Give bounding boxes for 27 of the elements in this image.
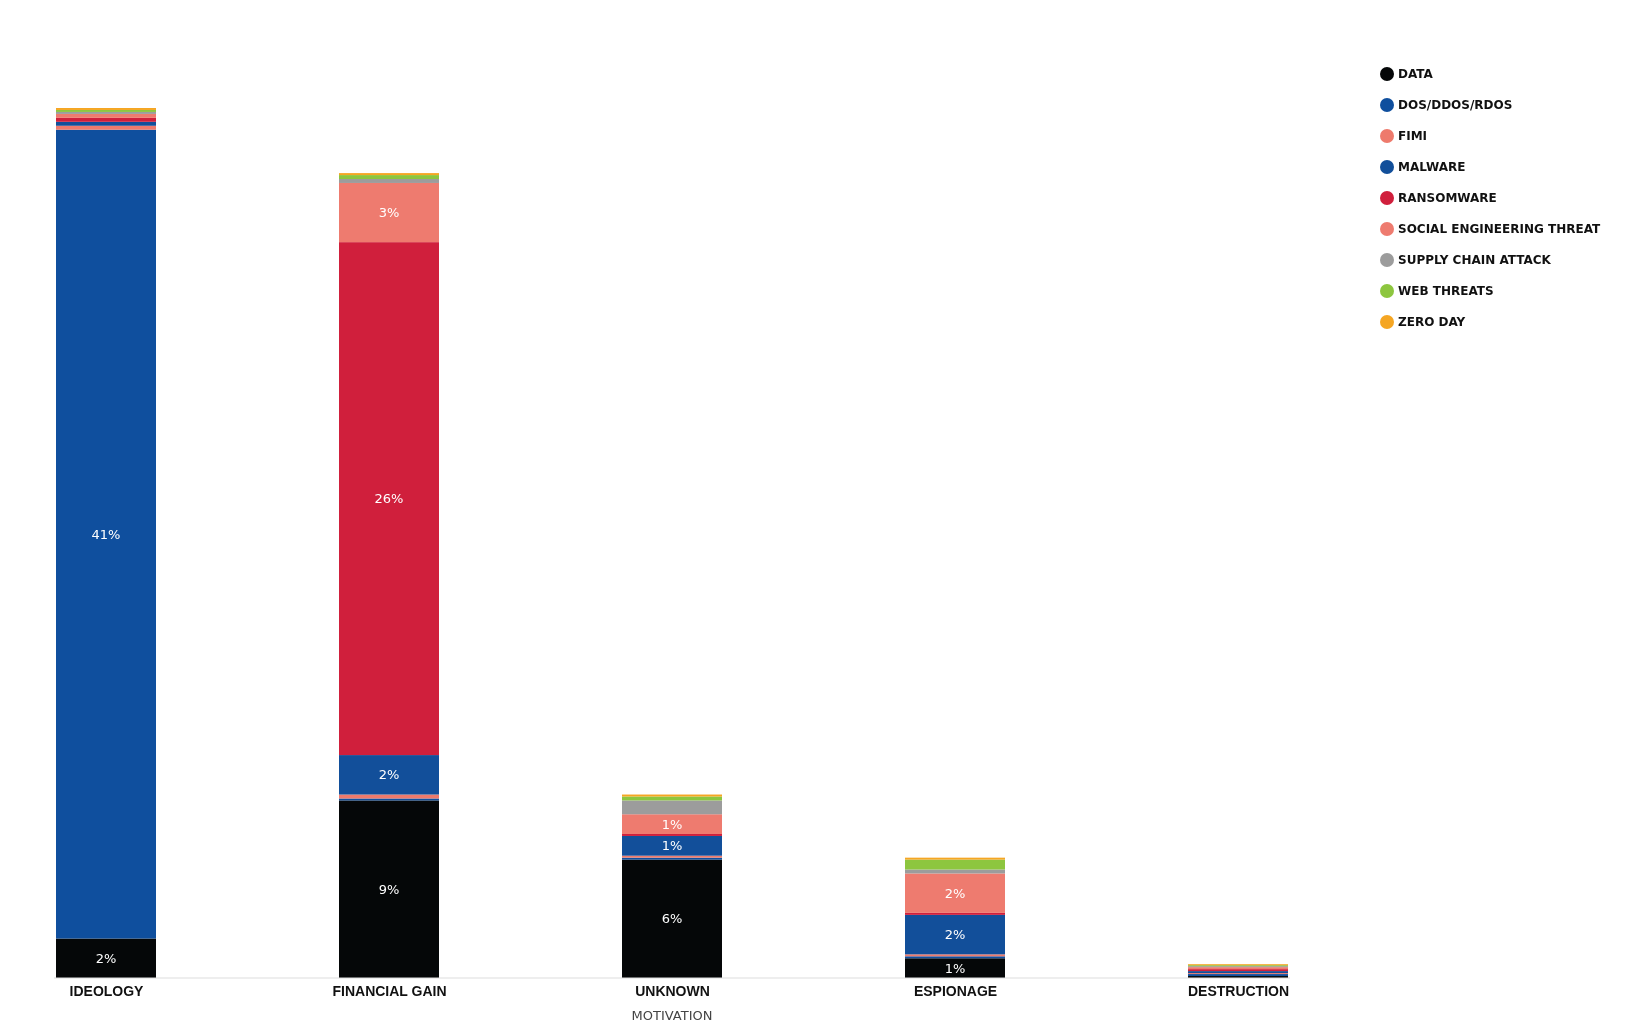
data-label: 3% (378, 205, 400, 221)
x-tick-label: FINANCIAL GAIN (332, 982, 447, 999)
x-axis-title: MOTIVATION (631, 1008, 713, 1023)
legend-label: ZERO DAY (1398, 315, 1466, 330)
data-label: 2% (95, 950, 117, 966)
data-label: 2% (944, 927, 966, 943)
data-label: 2% (944, 885, 966, 901)
data-label: 2% (378, 767, 400, 783)
x-tick-label: UNKNOWN (635, 982, 710, 999)
legend-label: WEB THREATS (1398, 284, 1494, 299)
data-label: 1% (944, 960, 966, 976)
x-tick-label: DESTRUCTION (1187, 982, 1290, 999)
legend-label: RANSOMWARE (1398, 191, 1497, 206)
legend-label: FIMI (1398, 129, 1428, 144)
x-tick-label: IDEOLOGY (69, 982, 145, 999)
data-label: 26% (374, 491, 404, 507)
data-label: 6% (661, 911, 683, 927)
legend-label: SOCIAL ENGINEERING THREAT (1398, 222, 1602, 237)
legend-label: DOS/DDOS/RDOS (1398, 98, 1513, 113)
data-label: 9% (378, 881, 400, 897)
legend-label: MALWARE (1398, 160, 1466, 175)
legend-label: SUPPLY CHAIN ATTACK (1398, 253, 1552, 268)
data-label: 1% (661, 838, 683, 854)
data-label: 41% (91, 526, 121, 542)
data-label: 1% (661, 816, 683, 832)
x-tick-label: ESPIONAGE (913, 982, 998, 999)
legend-label: DATA (1398, 67, 1434, 82)
